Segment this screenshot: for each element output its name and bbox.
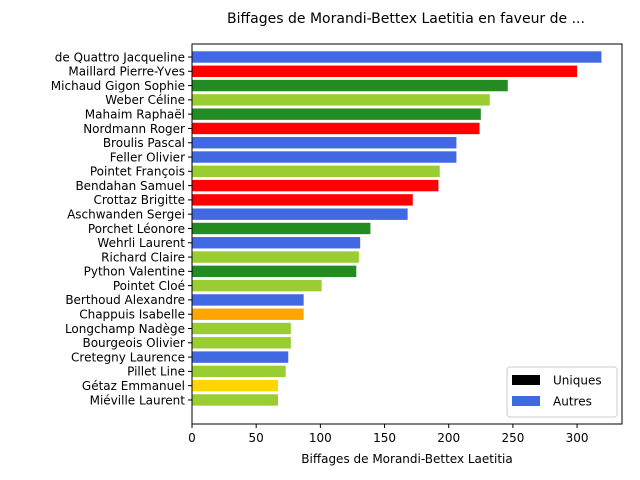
bar <box>192 351 289 363</box>
chart-title: Biffages de Morandi-Bettex Laetitia en f… <box>227 11 585 27</box>
legend-swatch <box>512 396 540 406</box>
bars-layer <box>192 51 602 406</box>
y-tick-label: de Quattro Jacqueline <box>55 50 185 64</box>
bar <box>192 279 322 292</box>
bar <box>192 308 304 320</box>
y-tick-label: Mahaim Raphaël <box>85 107 185 121</box>
bar <box>192 137 457 149</box>
y-tick-label: Cretegny Laurence <box>71 350 185 364</box>
y-tick-label: Python Valentine <box>84 265 185 279</box>
x-tick-label: 50 <box>249 431 264 445</box>
y-tick-label: Miéville Laurent <box>90 393 186 407</box>
bar <box>192 79 508 92</box>
y-tick-label: Bendahan Samuel <box>75 179 185 193</box>
legend-label: Uniques <box>553 374 602 388</box>
y-tick-label: Pointet François <box>90 165 185 179</box>
y-tick-label: Michaud Gigon Sophie <box>51 79 185 93</box>
bar <box>192 65 578 77</box>
plot-frame <box>191 43 623 425</box>
bar <box>192 222 371 235</box>
bar <box>192 251 359 263</box>
legend-swatch <box>512 375 540 385</box>
x-tick-label: 250 <box>501 431 524 445</box>
y-tick-label: Berthoud Alexandre <box>65 293 185 307</box>
bar <box>192 179 439 192</box>
y-tick-label: Crottaz Brigitte <box>93 193 185 207</box>
y-tick-label: Feller Olivier <box>110 150 185 164</box>
bar <box>192 322 291 335</box>
bar <box>192 265 357 278</box>
x-tick-label: 300 <box>566 431 589 445</box>
x-tick-label: 0 <box>188 431 196 445</box>
y-tick-label: Broulis Pascal <box>103 136 185 150</box>
y-tick-label: Maillard Pierre-Yves <box>68 65 185 79</box>
y-tick-label: Richard Claire <box>101 250 185 264</box>
y-tick-label: Weber Céline <box>105 93 185 107</box>
y-tick-label: Chappuis Isabelle <box>79 308 185 322</box>
bar <box>192 337 291 349</box>
bar <box>192 208 408 220</box>
bar <box>192 394 278 406</box>
bar <box>192 365 286 378</box>
bar <box>192 194 413 206</box>
x-tick-label: 100 <box>309 431 332 445</box>
bar <box>192 237 361 249</box>
y-tick-label: Wehrli Laurent <box>97 236 185 250</box>
x-axis-title: Biffages de Morandi-Bettex Laetitia <box>301 452 512 466</box>
bar <box>192 151 457 163</box>
y-tick-label: Gétaz Emmanuel <box>82 379 185 393</box>
y-tick-label: Longchamp Nadège <box>65 322 185 336</box>
y-tick-label: Porchet Léonore <box>88 222 185 236</box>
bar <box>192 122 480 135</box>
x-axis-ticks: 0 50 100 150 200 250 300 <box>188 424 589 445</box>
legend: Uniques Autres <box>506 366 618 418</box>
legend-label: Autres <box>553 395 592 409</box>
y-tick-label: Bourgeois Olivier <box>82 336 185 350</box>
bar <box>192 294 304 306</box>
bar <box>192 379 278 392</box>
y-tick-label: Nordmann Roger <box>83 122 185 136</box>
x-tick-label: 200 <box>437 431 460 445</box>
y-tick-label: Aschwanden Sergei <box>67 207 185 221</box>
bar <box>192 51 602 63</box>
y-tick-label: Pillet Line <box>127 365 185 379</box>
bar <box>192 94 490 106</box>
bar <box>192 165 440 178</box>
x-tick-label: 150 <box>373 431 396 445</box>
y-tick-label: Pointet Cloé <box>113 279 185 293</box>
bar <box>192 108 481 120</box>
